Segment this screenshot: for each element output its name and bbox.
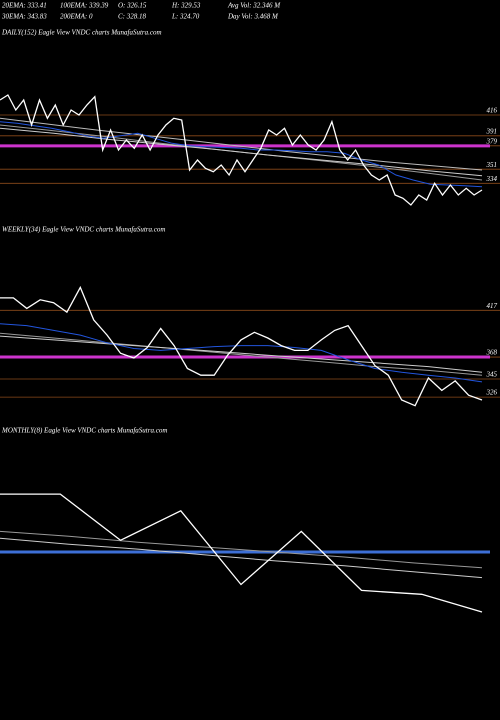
series-line: [0, 323, 483, 383]
header-stat: Avg Vol: 32.346 M: [227, 2, 281, 10]
y-tick-label: 416: [487, 107, 498, 115]
panel-label: MONTHLY(8) Eagle View VNDC charts Munafa…: [1, 427, 167, 435]
panel-label: DAILY(152) Eagle View VNDC charts Munafa…: [1, 29, 162, 37]
series-line: [0, 127, 483, 177]
y-tick-label: 379: [486, 137, 498, 145]
header-stat: 200EMA: 0: [60, 13, 93, 21]
y-tick-label: 326: [486, 389, 498, 397]
series-line: [0, 94, 483, 206]
series-line: [0, 332, 483, 376]
header-stat: O: 326.15: [118, 2, 147, 10]
series-line: [0, 530, 483, 569]
y-tick-label: 351: [486, 161, 498, 169]
header-stat: 20EMA: 333.41: [2, 2, 47, 10]
y-tick-label: 417: [487, 302, 498, 310]
series-line: [0, 285, 483, 407]
header-stat: 30EMA: 343.83: [1, 13, 47, 21]
header: 20EMA: 333.41 100EMA: 339.39 O: 326.15 H…: [1, 2, 281, 21]
series-line: [0, 493, 483, 613]
series-line: [0, 117, 483, 171]
series-line: [0, 121, 483, 188]
header-stat: L: 324.70: [171, 13, 200, 21]
y-tick-label: 368: [486, 349, 498, 357]
panel-label: WEEKLY(34) Eagle View VNDC charts Munafa…: [2, 226, 165, 234]
header-stat: 100EMA: 339.39: [60, 2, 109, 10]
y-tick-label: 391: [486, 127, 498, 135]
y-tick-label: 334: [486, 175, 498, 183]
y-tick-label: 345: [486, 371, 498, 379]
header-stat: H: 329.53: [171, 2, 201, 10]
header-stat: Day Vol: 3.468 M: [227, 13, 279, 21]
header-stat: C: 328.18: [118, 13, 147, 21]
series-line: [0, 335, 483, 373]
series-line: [0, 537, 483, 579]
